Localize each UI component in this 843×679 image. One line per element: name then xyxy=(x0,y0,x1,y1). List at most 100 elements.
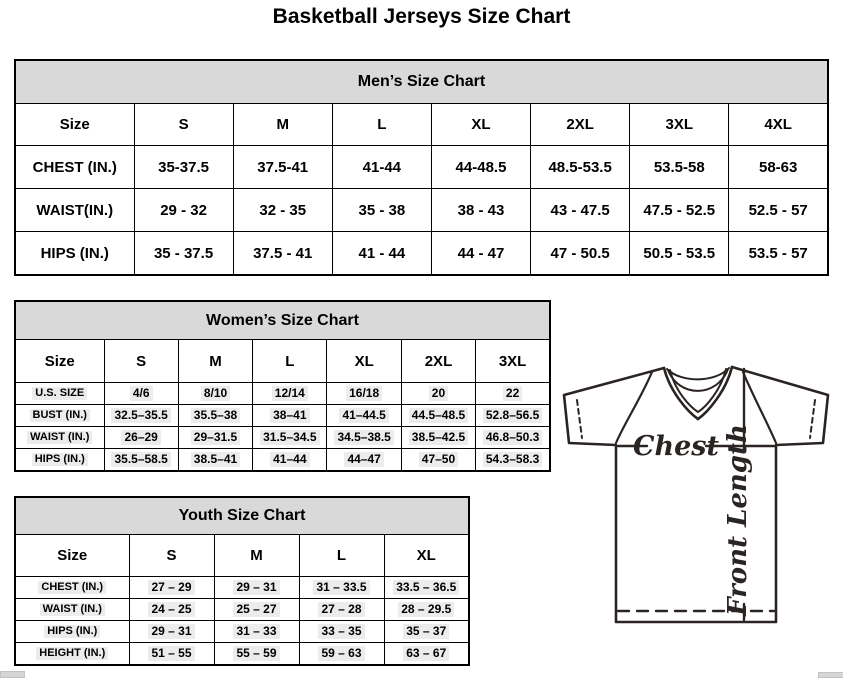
womens-table-title: Women’s Size Chart xyxy=(14,300,551,340)
value-cell: 53.5-58 xyxy=(629,145,730,189)
mens-header-cell: L xyxy=(331,103,432,146)
table-header-row: Size S M L XL 2XL 3XL xyxy=(14,339,551,383)
table-title-row: Women’s Size Chart xyxy=(14,300,551,340)
value-cell: 27 – 29 xyxy=(128,576,215,599)
table-row: HIPS (IN.) 35.5–58.5 38.5–41 41–44 44–47… xyxy=(14,448,551,472)
value-cell: 43 - 47.5 xyxy=(530,188,631,232)
cell-value: 47–50 xyxy=(418,452,459,467)
womens-size-table: Women’s Size Chart Size S M L XL 2XL 3XL… xyxy=(14,300,551,472)
value-cell: 35.5–58.5 xyxy=(103,448,179,472)
page-title: Basketball Jerseys Size Chart xyxy=(272,5,571,28)
cell-value: 44–47 xyxy=(344,452,384,467)
value-cell: 44 - 47 xyxy=(430,231,532,276)
table-row: CHEST (IN.) 35-37.5 37.5-41 41-44 44-48.… xyxy=(14,145,829,189)
row-label-cell: WAIST(IN.) xyxy=(14,188,135,232)
value-cell: 53.5 - 57 xyxy=(728,231,829,276)
value-cell: 25 – 27 xyxy=(213,598,300,621)
horizontal-scrollbar-thumb-right[interactable] xyxy=(818,672,843,678)
row-label-cell: HIPS (IN.) xyxy=(14,448,105,472)
cell-value: 54.3–58.3 xyxy=(482,452,543,467)
cell-value: 38.5–41 xyxy=(190,452,241,467)
mens-header-cell: 2XL xyxy=(530,103,631,146)
row-label-cell: WAIST (IN.) xyxy=(14,598,130,621)
value-cell: 31.5–34.5 xyxy=(252,426,328,449)
value-cell: 29 - 32 xyxy=(133,188,234,232)
table-row: WAIST (IN.) 26–29 29–31.5 31.5–34.5 34.5… xyxy=(14,426,551,449)
value-cell: 47–50 xyxy=(400,448,477,472)
jersey-collar-inner xyxy=(669,368,727,413)
value-cell: 31 – 33 xyxy=(213,620,300,643)
value-cell: 37.5 - 41 xyxy=(232,231,333,276)
value-cell: 38 - 43 xyxy=(430,188,532,232)
value-cell: 28 – 29.5 xyxy=(383,598,470,621)
cell-value: 12/14 xyxy=(271,386,308,401)
value-cell: 44–47 xyxy=(326,448,402,472)
table-row: CHEST (IN.) 27 – 29 29 – 31 31 – 33.5 33… xyxy=(14,576,470,599)
mens-header-cell: 4XL xyxy=(728,103,829,146)
mens-header-cell: M xyxy=(232,103,333,146)
row-label-cell: HEIGHT (IN.) xyxy=(14,642,130,666)
cell-value: 31 – 33.5 xyxy=(313,580,370,595)
cell-value: 20 xyxy=(428,386,449,401)
jersey-outline xyxy=(562,365,830,624)
mens-header-cell: Size xyxy=(14,103,135,146)
value-cell: 12/14 xyxy=(252,382,328,405)
table-row: BUST (IN.) 32.5–35.5 35.5–38 38–41 41–44… xyxy=(14,404,551,427)
horizontal-scrollbar-thumb-left[interactable] xyxy=(0,671,25,678)
table-header-row: Size S M L XL xyxy=(14,534,470,577)
cell-value: 16/18 xyxy=(346,386,383,401)
value-cell: 22 xyxy=(475,382,551,405)
mens-header-cell: XL xyxy=(430,103,532,146)
cell-value: 27 – 29 xyxy=(148,580,195,595)
womens-header-cell: 2XL xyxy=(400,339,477,383)
row-label: HIPS (IN.) xyxy=(31,452,88,467)
cell-value: 63 – 67 xyxy=(403,646,450,661)
jersey-armhole-right xyxy=(741,370,778,445)
value-cell: 31 – 33.5 xyxy=(298,576,385,599)
cell-value: 4/6 xyxy=(129,386,153,401)
womens-header-cell: XL xyxy=(326,339,402,383)
cell-value: 41–44 xyxy=(270,452,310,467)
value-cell: 26–29 xyxy=(103,426,179,449)
value-cell: 44.5–48.5 xyxy=(400,404,477,427)
cell-value: 26–29 xyxy=(121,430,161,445)
cell-value: 29 – 31 xyxy=(233,580,280,595)
value-cell: 27 – 28 xyxy=(298,598,385,621)
cell-value: 44.5–48.5 xyxy=(408,408,469,423)
value-cell: 32.5–35.5 xyxy=(103,404,179,427)
value-cell: 50.5 - 53.5 xyxy=(629,231,730,276)
value-cell: 32 - 35 xyxy=(232,188,333,232)
womens-header-cell: Size xyxy=(14,339,105,383)
table-title-row: Youth Size Chart xyxy=(14,496,470,535)
value-cell: 24 – 25 xyxy=(128,598,215,621)
table-header-row: Size S M L XL 2XL 3XL 4XL xyxy=(14,103,829,146)
value-cell: 38–41 xyxy=(252,404,328,427)
youth-header-cell: Size xyxy=(14,534,130,577)
womens-header-cell: L xyxy=(252,339,328,383)
value-cell: 8/10 xyxy=(177,382,254,405)
cell-value: 29–31.5 xyxy=(190,430,241,445)
row-label: HIPS (IN.) xyxy=(44,624,101,639)
value-cell: 47 - 50.5 xyxy=(530,231,631,276)
value-cell: 33 – 35 xyxy=(298,620,385,643)
womens-header-cell: 3XL xyxy=(475,339,551,383)
row-label-cell: WAIST (IN.) xyxy=(14,426,105,449)
table-row: U.S. SIZE 4/6 8/10 12/14 16/18 20 22 xyxy=(14,382,551,405)
cell-value: 31.5–34.5 xyxy=(260,430,320,445)
value-cell: 37.5-41 xyxy=(232,145,333,189)
value-cell: 51 – 55 xyxy=(128,642,215,666)
value-cell: 63 – 67 xyxy=(383,642,470,666)
value-cell: 35-37.5 xyxy=(133,145,234,189)
row-label-cell: U.S. SIZE xyxy=(14,382,105,405)
table-row: HIPS (IN.) 35 - 37.5 37.5 - 41 41 - 44 4… xyxy=(14,231,829,276)
jersey-collar-scoop-2 xyxy=(667,368,729,392)
cell-value: 33.5 – 36.5 xyxy=(393,580,460,595)
jersey-cuff-dash-right xyxy=(809,399,816,439)
row-label-cell: CHEST (IN.) xyxy=(14,145,135,189)
row-label: WAIST (IN.) xyxy=(27,430,93,445)
table-row: HEIGHT (IN.) 51 – 55 55 – 59 59 – 63 63 … xyxy=(14,642,470,666)
value-cell: 35.5–38 xyxy=(177,404,254,427)
value-cell: 47.5 - 52.5 xyxy=(629,188,730,232)
womens-header-cell: M xyxy=(177,339,254,383)
value-cell: 46.8–50.3 xyxy=(475,426,551,449)
